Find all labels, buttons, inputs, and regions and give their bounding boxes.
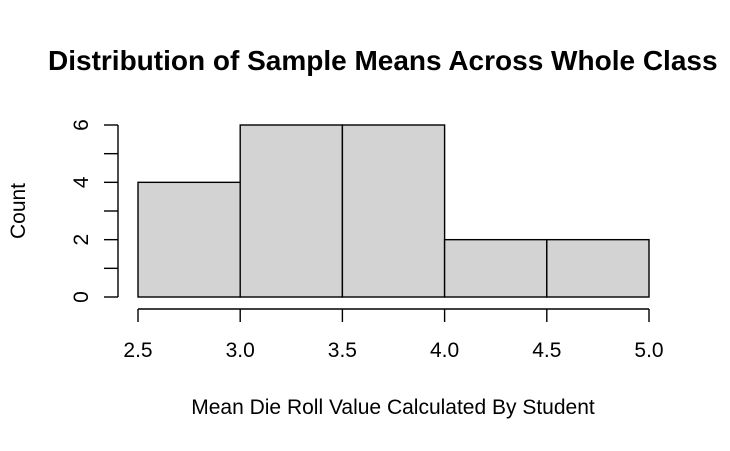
x-axis: 2.5 3.0 3.5 4.0 4.5 5.0	[123, 308, 664, 362]
x-tick-label-5.0: 5.0	[634, 339, 663, 362]
histogram-bar-3	[443, 238, 548, 298]
bars-group	[137, 124, 650, 298]
histogram-bar-1	[239, 124, 344, 298]
y-axis: 0 2 4 6	[70, 119, 119, 303]
x-tick-label-3.0: 3.0	[226, 339, 255, 362]
y-tick-label-4: 4	[70, 176, 93, 188]
histogram-bar-0	[137, 181, 241, 298]
x-tick-label-4.0: 4.0	[430, 339, 459, 362]
histogram-bar-4	[546, 238, 650, 298]
y-tick-label-0: 0	[70, 291, 93, 303]
x-tick-label-3.5: 3.5	[328, 339, 357, 362]
chart-title: Distribution of Sample Means Across Whol…	[48, 45, 718, 76]
y-tick-label-6: 6	[70, 119, 93, 131]
x-tick-label-4.5: 4.5	[532, 339, 561, 362]
x-axis-label: Mean Die Roll Value Calculated By Studen…	[191, 396, 595, 419]
y-axis-label: Count	[7, 183, 30, 239]
x-tick-label-2.5: 2.5	[123, 339, 152, 362]
histogram-bar-2	[341, 124, 446, 298]
y-tick-label-2: 2	[70, 234, 93, 246]
